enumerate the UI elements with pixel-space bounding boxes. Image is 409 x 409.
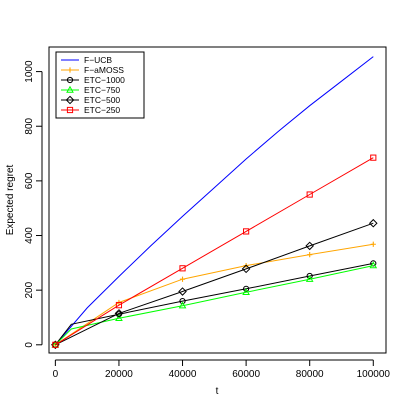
x-tick-label: 60000 [232, 369, 260, 380]
x-axis-title: t [216, 386, 219, 397]
x-tick-label: 40000 [169, 369, 197, 380]
x-tick-label: 80000 [296, 369, 324, 380]
x-tick-label: 20000 [105, 369, 133, 380]
data-point-etc-500 [241, 264, 251, 274]
series-line-f-ucb [55, 56, 374, 346]
legend-item-etc-250: ETC−250 [61, 105, 120, 115]
data-point-f-amoss [179, 276, 186, 282]
data-point-etc-750 [178, 301, 187, 309]
series-layer [51, 56, 378, 350]
legend-item-etc-1000: ETC−1000 [61, 75, 125, 85]
data-point-etc-1000 [306, 272, 313, 280]
series-f-ucb [55, 56, 374, 346]
series-etc-750 [51, 261, 378, 348]
data-point-etc-500 [368, 218, 378, 228]
data-point-etc-750 [115, 314, 123, 322]
axes: 0 20000 40000 60000 80000 100000 0 200 400 600 800… [24, 60, 390, 380]
data-point-etc-250 [115, 302, 123, 309]
data-point-etc-1000 [179, 297, 186, 305]
data-point-etc-250 [179, 265, 186, 272]
series-line-etc-250 [55, 157, 374, 346]
data-point-etc-500 [305, 241, 315, 251]
y-tick-label: 800 [24, 117, 35, 134]
series-line-etc-750 [55, 265, 374, 346]
data-point-etc-250 [243, 228, 250, 235]
legend-item-f-ucb: F−UCB [61, 55, 112, 65]
data-point-etc-250 [306, 191, 313, 198]
series-etc-250 [52, 154, 377, 348]
data-point-etc-750 [305, 275, 314, 282]
legend-label: ETC−250 [84, 105, 120, 115]
legend-item-f-amoss: F−aMOSS [61, 65, 124, 75]
y-tick-label: 1000 [24, 60, 35, 83]
data-point-etc-500 [114, 309, 124, 318]
data-point-etc-750 [242, 288, 250, 296]
legend-label: ETC−750 [84, 85, 120, 95]
legend-label: ETC−1000 [84, 75, 125, 85]
y-axis-title: Expected regret [5, 164, 16, 235]
x-tick-label: 100000 [357, 369, 391, 380]
plot-frame [48, 46, 387, 354]
series-etc-1000 [52, 260, 377, 348]
legend-marker [66, 76, 74, 84]
legend-label: ETC−500 [84, 95, 120, 105]
data-point-etc-750 [369, 261, 378, 269]
data-point-etc-250 [52, 341, 59, 348]
series-line-f-amoss [55, 243, 374, 346]
legend: F−UCBF−aMOSSETC−1000ETC−750ETC−500ETC−25… [55, 51, 145, 119]
legend-item-etc-500: ETC−500 [61, 95, 120, 105]
y-tick-label: 200 [24, 281, 35, 298]
data-point-f-amoss [370, 241, 376, 247]
series-line-etc-500 [55, 222, 374, 346]
data-point-etc-250 [370, 154, 377, 161]
legend-marker [66, 85, 74, 93]
legend-marker [65, 95, 75, 105]
legend-label: F−UCB [84, 55, 112, 65]
series-etc-500 [51, 218, 378, 350]
legend-marker [66, 106, 74, 114]
legend-item-etc-750: ETC−750 [61, 85, 120, 95]
data-point-etc-1000 [243, 285, 250, 292]
data-point-f-amoss [307, 252, 313, 258]
y-tick-label: 0 [24, 342, 35, 348]
legend-label: F−aMOSS [84, 65, 124, 75]
y-tick-label: 600 [24, 172, 35, 189]
data-point-etc-500 [178, 287, 187, 296]
x-tick-label: 0 [53, 369, 59, 380]
y-tick-label: 400 [24, 227, 35, 244]
legend-marker [67, 67, 73, 73]
